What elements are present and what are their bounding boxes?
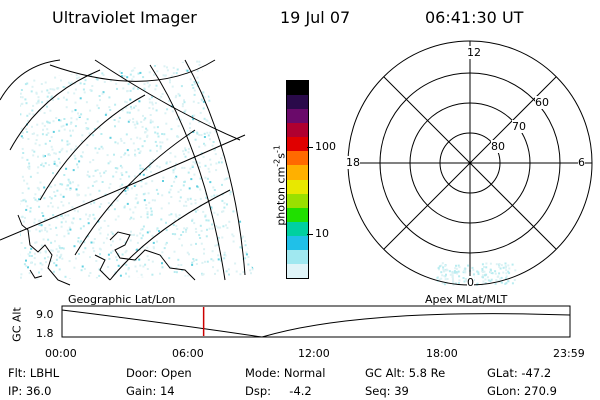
apex-label: Apex MLat/MLT bbox=[425, 293, 508, 306]
status-glat: GLat: -47.2 bbox=[487, 366, 552, 380]
mlat-label-70: 70 bbox=[512, 120, 526, 133]
status-filter: Flt: LBHL bbox=[8, 366, 60, 380]
mlat-label-80: 80 bbox=[491, 140, 505, 153]
mlt-label-12: 12 bbox=[466, 46, 482, 59]
xtick-1200: 12:00 bbox=[298, 347, 330, 360]
colorbar-label-10: 10 bbox=[315, 227, 329, 240]
colorbar-segment bbox=[287, 264, 308, 279]
colorbar-segment bbox=[287, 249, 308, 265]
polar-diagonal-2 bbox=[383, 76, 557, 250]
xtick-0600: 06:00 bbox=[172, 347, 204, 360]
altplot-ytick-top: 9.0 bbox=[36, 308, 54, 321]
gc-altitude-plot bbox=[61, 305, 571, 338]
time-readout: 06:41:30 UT bbox=[425, 8, 524, 27]
mlt-label-0: 0 bbox=[467, 276, 474, 289]
altplot-frame bbox=[61, 305, 571, 338]
status-mode: Mode: Normal bbox=[245, 366, 326, 380]
status-gc-alt: GC Alt: 5.8 Re bbox=[365, 366, 446, 380]
status-gain: Gain: 14 bbox=[126, 384, 175, 398]
polar-mlat-mlt-plot bbox=[347, 40, 593, 286]
altplot-ytick-bottom: 1.8 bbox=[36, 327, 54, 340]
app-title: Ultraviolet Imager bbox=[52, 8, 197, 27]
colorbar-units: photon cm-2s-1 bbox=[272, 145, 288, 226]
status-ip: IP: 36.0 bbox=[8, 384, 52, 398]
geographic-map-panel bbox=[0, 59, 255, 286]
colorbar-segment bbox=[287, 235, 308, 250]
colorbar-segment bbox=[287, 179, 308, 194]
mlt-label-18: 18 bbox=[346, 156, 360, 169]
xtick-1800: 18:00 bbox=[426, 347, 458, 360]
mlat-label-60: 60 bbox=[535, 96, 549, 109]
status-dsp: Dsp: -4.2 bbox=[245, 384, 312, 398]
colorbar-tick-100 bbox=[307, 147, 313, 148]
colorbar-segment bbox=[287, 137, 308, 152]
colorbar-segment bbox=[287, 151, 308, 166]
status-door: Door: Open bbox=[126, 366, 192, 380]
colorbar-segment bbox=[287, 95, 308, 110]
colorbar-segment bbox=[287, 123, 308, 138]
colorbar-segment bbox=[287, 109, 308, 124]
date-readout: 19 Jul 07 bbox=[280, 8, 351, 27]
status-seq: Seq: 39 bbox=[365, 384, 409, 398]
colorbar-label-100: 100 bbox=[315, 140, 336, 153]
color-scale-bar bbox=[286, 80, 309, 279]
lat-lon-grid bbox=[0, 59, 246, 281]
coastline bbox=[17, 214, 196, 286]
colorbar-segment bbox=[287, 193, 308, 208]
colorbar-segment bbox=[287, 165, 308, 180]
colorbar-segment bbox=[287, 207, 308, 222]
colorbar-segment bbox=[287, 81, 308, 96]
uv-emission-speckle bbox=[436, 262, 517, 286]
altitude-curve bbox=[61, 309, 571, 338]
altplot-ylabel: GC Alt bbox=[10, 307, 24, 342]
uv-emission-speckle bbox=[20, 60, 255, 280]
xtick-0000: 00:00 bbox=[45, 347, 77, 360]
colorbar-tick-10 bbox=[307, 234, 313, 235]
mlt-label-6: 6 bbox=[578, 156, 585, 169]
colorbar-segment bbox=[287, 221, 308, 236]
geographic-label: Geographic Lat/Lon bbox=[68, 293, 176, 306]
status-glon: GLon: 270.9 bbox=[487, 384, 557, 398]
xtick-2359: 23:59 bbox=[553, 347, 585, 360]
